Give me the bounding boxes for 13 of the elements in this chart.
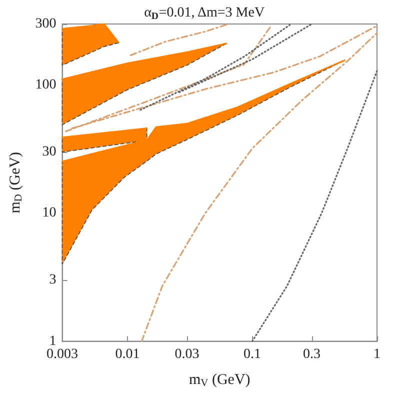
x-tick-label: 0.003 (46, 346, 78, 362)
y-tick-label: 30 (42, 144, 56, 160)
y-tick-label: 10 (42, 206, 56, 221)
y-axis-title: mD (GeV) (8, 152, 24, 214)
x-tick-label: 0.01 (115, 346, 140, 362)
x-tick-label: 0.3 (303, 346, 321, 362)
x-tick-label: 1 (374, 346, 380, 362)
x-tick-label: 0.03 (174, 346, 200, 362)
x-tick-label: 0.1 (244, 346, 261, 362)
y-tick-label: 300 (35, 16, 56, 32)
y-tick-label: 3 (49, 272, 56, 288)
y-tick-label: 1 (49, 334, 56, 349)
y-tick-label: 100 (35, 78, 56, 93)
